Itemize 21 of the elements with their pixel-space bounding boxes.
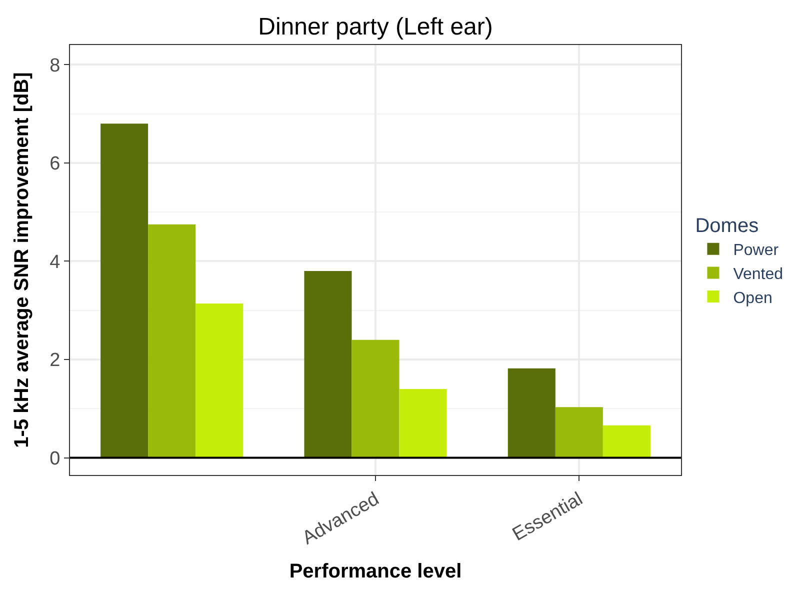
bar: [100, 124, 148, 458]
bar: [555, 407, 603, 458]
y-tick-label: 6: [50, 154, 60, 175]
bar: [602, 425, 650, 458]
bar: [399, 389, 447, 458]
chart-title: Dinner party (Left ear): [258, 14, 493, 40]
y-tick-label: 0: [50, 448, 60, 470]
y-tick-label: 8: [50, 55, 60, 76]
legend-label: Vented: [733, 266, 784, 283]
bar: [352, 340, 400, 458]
legend-title: Domes: [695, 215, 759, 237]
y-axis-title: 1-5 kHz average SNR improvement [dB]: [11, 72, 34, 448]
legend-label: Open: [733, 290, 772, 307]
bar: [304, 271, 352, 458]
y-tick-label: 2: [50, 350, 60, 372]
bar: [508, 368, 556, 458]
legend-label: Power: [733, 242, 780, 260]
x-axis-title: Performance level: [289, 560, 462, 583]
bar: [148, 224, 196, 458]
bar: [196, 303, 244, 458]
y-tick-label: 4: [50, 252, 61, 273]
